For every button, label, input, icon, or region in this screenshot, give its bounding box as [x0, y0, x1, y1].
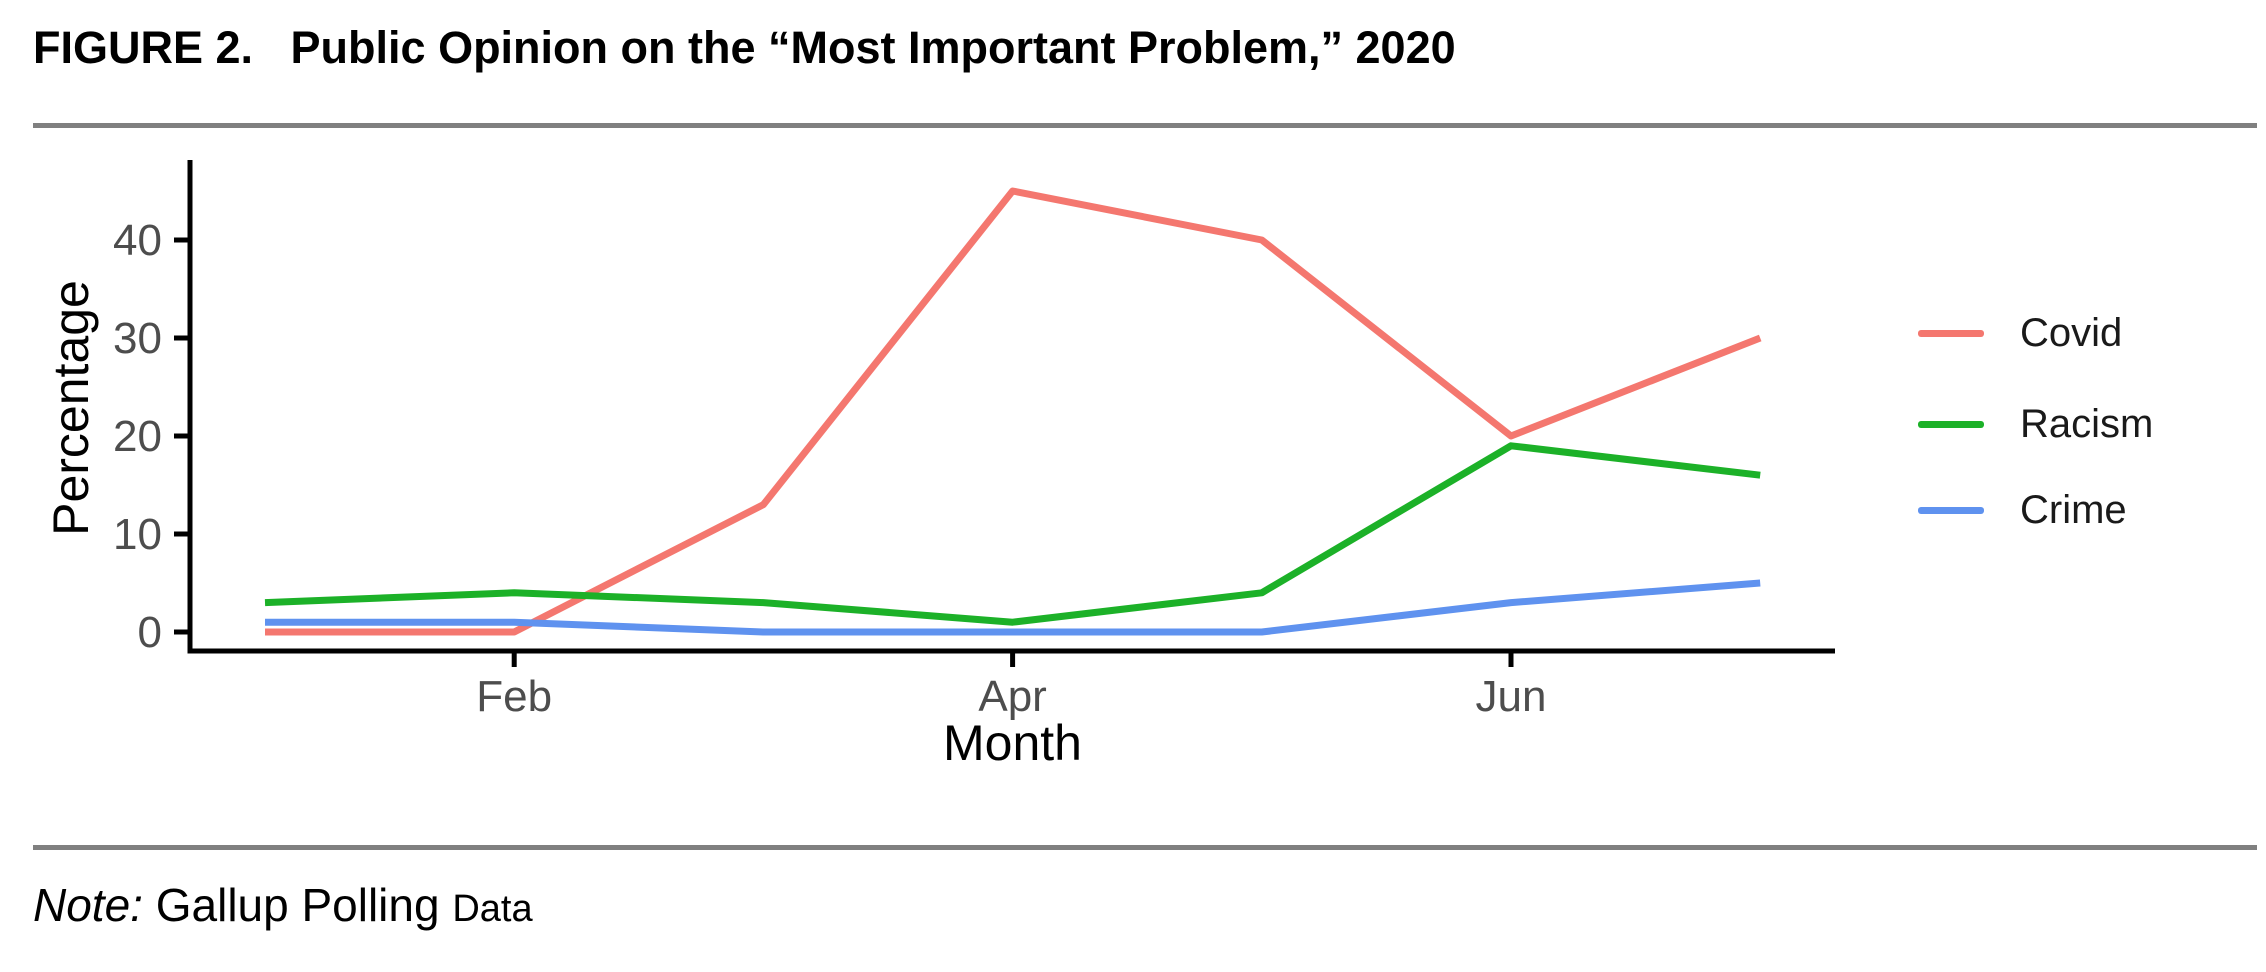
y-tick-label: 0: [138, 608, 162, 657]
legend-label-crime: Crime: [2020, 487, 2127, 532]
figure-title: FIGURE 2. Public Opinion on the “Most Im…: [33, 22, 1456, 73]
y-tick-label: 10: [113, 510, 162, 559]
note-source: Data: [452, 888, 533, 930]
x-tick-label: Jun: [1476, 672, 1547, 721]
y-axis-title: Percentage: [43, 280, 99, 536]
legend-item-covid: Covid: [1918, 309, 2122, 357]
x-tick-label: Feb: [476, 672, 552, 721]
chart-legend: Covid Racism Crime: [1918, 0, 2248, 600]
legend-item-crime: Crime: [1918, 486, 2127, 534]
legend-item-racism: Racism: [1918, 400, 2153, 448]
y-tick-label: 40: [113, 216, 162, 265]
note-label: Note:: [33, 879, 143, 931]
y-tick-label: 20: [113, 412, 162, 461]
figure-note: Note: Gallup Polling Data: [33, 878, 533, 932]
legend-swatch-crime: [1918, 506, 1984, 514]
x-tick-label: Apr: [978, 672, 1046, 721]
legend-label-covid: Covid: [2020, 310, 2123, 355]
note-text: Gallup Polling: [142, 879, 453, 931]
series-line-crime: [265, 579, 1761, 636]
series-line-covid: [265, 187, 1762, 636]
title-divider: [33, 123, 2257, 128]
legend-swatch-racism: [1918, 420, 1984, 428]
legend-swatch-covid: [1918, 329, 1984, 337]
y-tick-label: 30: [113, 314, 162, 363]
x-axis-title: Month: [943, 715, 1082, 771]
legend-label-racism: Racism: [2020, 401, 2154, 446]
note-divider: [33, 845, 2257, 850]
series-line-racism: [264, 442, 1761, 626]
